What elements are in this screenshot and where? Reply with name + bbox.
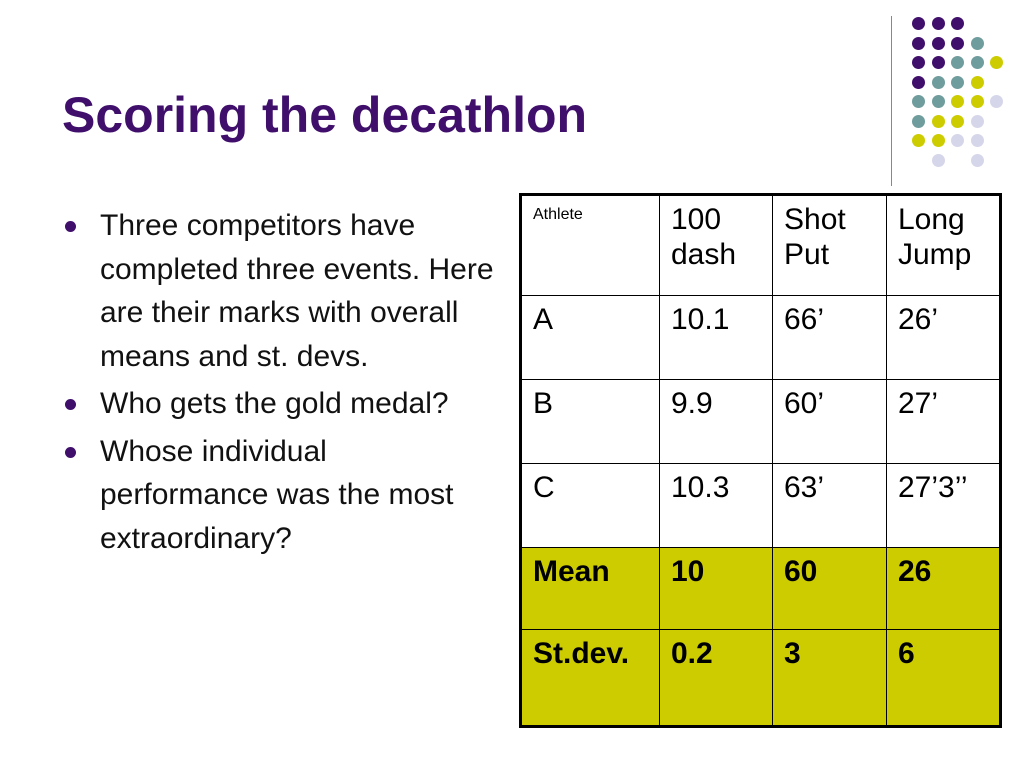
decathlon-marks-table: Athlete 100 dash Shot Put Long Jump A 10… — [519, 193, 1002, 728]
decorative-dot — [951, 56, 964, 69]
decorative-dot — [970, 114, 984, 128]
decorative-dot — [970, 75, 984, 89]
bullet-list: Three competitors have completed three e… — [62, 204, 502, 564]
decorative-dot — [970, 134, 984, 147]
decorative-dot — [970, 36, 984, 50]
stdev-label-cell: St.dev. — [520, 629, 660, 727]
mean-shot-put-cell: 60 — [772, 547, 887, 630]
bullet-item: Whose individual performance was the mos… — [62, 430, 502, 561]
decorative-dot — [951, 134, 964, 147]
decorative-dot — [990, 95, 1003, 108]
dash-cell: 10.1 — [659, 295, 773, 380]
long-jump-cell: 27’3’’ — [886, 463, 1001, 548]
decorative-dot — [931, 134, 945, 147]
decorative-dot — [931, 36, 945, 50]
decorative-dot — [912, 17, 925, 30]
decorative-dot — [912, 114, 925, 128]
dash-cell: 9.9 — [659, 379, 773, 464]
decorative-dot — [912, 134, 925, 147]
decorative-dot — [951, 95, 964, 108]
bullet-text: Who gets the gold medal? — [100, 387, 449, 420]
decorative-dot — [912, 95, 925, 108]
header-cell-athlete: Athlete — [520, 194, 660, 296]
stdev-long-jump-cell: 6 — [886, 629, 1001, 727]
decorative-dot — [912, 56, 925, 69]
decorative-dot — [990, 56, 1003, 69]
bullet-icon — [65, 399, 76, 410]
long-jump-cell: 27’ — [886, 379, 1001, 464]
bullet-item: Who gets the gold medal? — [62, 382, 502, 426]
long-jump-cell: 26’ — [886, 295, 1001, 380]
decorative-dot — [912, 36, 925, 50]
shot-put-cell: 60’ — [772, 379, 887, 464]
decorative-dot — [931, 75, 945, 89]
header-cell-shot-put: Shot Put — [772, 194, 887, 296]
dash-cell: 10.3 — [659, 463, 773, 548]
mean-row: Mean 10 60 26 — [520, 547, 1001, 630]
bullet-icon — [65, 221, 76, 232]
table-row: A 10.1 66’ 26’ — [520, 295, 1001, 380]
table-header-row: Athlete 100 dash Shot Put Long Jump — [520, 194, 1001, 296]
slide-title: Scoring the decathlon — [62, 87, 588, 143]
shot-put-cell: 66’ — [772, 295, 887, 380]
decorative-dot — [970, 95, 984, 108]
bullet-item: Three competitors have completed three e… — [62, 204, 502, 378]
decorative-dot — [931, 114, 945, 128]
stdev-row: St.dev. 0.2 3 6 — [520, 629, 1001, 727]
decorative-dot — [931, 56, 945, 69]
athlete-cell: C — [520, 463, 660, 548]
decorative-dot — [931, 153, 945, 167]
title-divider — [891, 16, 892, 186]
table-row: B 9.9 60’ 27’ — [520, 379, 1001, 464]
stdev-dash-cell: 0.2 — [659, 629, 773, 727]
decorative-dot — [931, 17, 945, 30]
table-row: C 10.3 63’ 27’3’’ — [520, 463, 1001, 548]
shot-put-cell: 63’ — [772, 463, 887, 548]
mean-label-cell: Mean — [520, 547, 660, 630]
decorative-dot — [951, 36, 964, 50]
mean-long-jump-cell: 26 — [886, 547, 1001, 630]
decorative-dot — [912, 75, 925, 89]
mean-dash-cell: 10 — [659, 547, 773, 630]
athlete-cell: B — [520, 379, 660, 464]
decorative-dot — [951, 114, 964, 128]
stdev-shot-put-cell: 3 — [772, 629, 887, 727]
decorative-dot — [970, 56, 984, 69]
decorative-dot — [951, 75, 964, 89]
header-cell-100-dash: 100 dash — [659, 194, 773, 296]
decorative-dot — [970, 153, 984, 167]
decorative-dot — [931, 95, 945, 108]
bullet-text: Whose individual performance was the mos… — [100, 434, 454, 555]
decorative-dot — [951, 17, 964, 30]
bullet-text: Three competitors have completed three e… — [100, 209, 494, 373]
athlete-cell: A — [520, 295, 660, 380]
header-cell-long-jump: Long Jump — [886, 194, 1001, 296]
bullet-icon — [65, 446, 76, 458]
